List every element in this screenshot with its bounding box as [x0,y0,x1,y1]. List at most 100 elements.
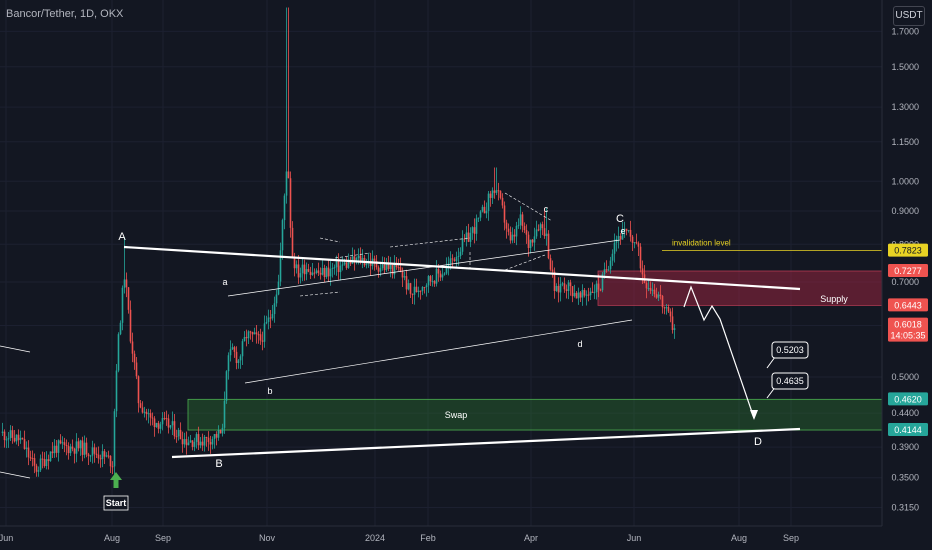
supply-zone [597,270,883,306]
target-pointer [766,356,776,369]
symbol-title[interactable]: Bancor/Tether, 1D, OKX [6,8,124,20]
price-label-down [888,298,928,312]
candle-body [289,178,292,228]
price-tick-label: 1.1500 [891,137,919,147]
wave-label-d: d [577,339,582,349]
candle-body [439,273,442,278]
target-box [771,341,809,359]
swap-label: Swap [445,410,468,420]
candle-body [171,421,174,426]
candle-body [319,272,322,275]
candle-body [185,439,188,446]
price-label-text: 0.4620 [894,394,922,404]
candle-body [475,218,478,234]
candle-body [53,445,56,454]
price-label-text: 0.7823 [894,246,922,256]
candle-body [51,451,54,454]
candle-body [431,281,434,283]
candle-body [517,225,520,227]
candle-body [457,255,460,258]
left-line-1 [0,345,31,353]
candle-body [321,268,324,275]
candle-body [521,214,524,227]
time-tick-label: Jun [627,533,642,543]
candle-body [3,431,6,441]
triangle-line [299,291,341,297]
target-box [771,372,809,390]
candle-body [465,232,468,239]
candle-body [613,242,616,254]
candle-body [399,267,402,272]
price-label-invalidation [888,243,928,257]
candle-body [519,214,522,226]
candle-body [221,427,224,434]
candle-body [281,220,284,251]
candle-body [471,227,474,233]
candle-body [623,228,626,230]
candle-body [417,290,420,293]
candle-body [339,265,342,273]
candle-body [611,253,614,261]
candle-body [637,243,640,247]
projection-arrowhead [750,410,758,420]
candle-body [569,282,572,287]
candle-body [503,205,506,223]
wave-label-B: B [215,458,222,470]
candle-body [267,317,270,322]
candle-body [419,290,422,292]
candle-body [5,439,8,441]
price-tick-label: 0.7000 [891,277,919,287]
supply-label: Supply [820,294,848,304]
candle-body [219,430,222,434]
candle-body [235,351,238,363]
candle-body [59,440,62,444]
candle-body [665,307,668,309]
candle-body [97,454,100,459]
triangle-line [389,237,471,248]
candle-body [115,370,118,412]
candle-body [43,459,46,467]
candle-body [145,411,148,415]
candle-body [105,455,108,457]
candle-body [629,229,632,237]
time-tick-label: Feb [420,533,436,543]
candle-body [273,303,276,315]
wave-label-D: D [754,436,762,448]
wave-label-C: C [616,213,624,225]
candle-body [601,274,604,291]
candle-body [93,447,96,454]
candle-body [445,267,448,274]
candle-body [167,418,170,428]
candle-body [83,442,86,455]
candle-body [33,458,36,466]
candle-body [449,258,452,264]
candle-body [617,236,620,239]
candle-body [461,238,464,252]
candle-body [25,447,28,449]
wave-label-e: e [620,226,625,236]
candle-body [149,413,152,418]
candle-body [483,206,486,214]
candle-body [57,440,60,453]
time-tick-label: Aug [731,533,747,543]
price-label-up [888,392,928,406]
price-tick-label: 0.9000 [891,206,919,216]
candle-body [353,256,356,262]
candle-body [345,262,348,268]
candle-body [327,267,330,277]
currency-button[interactable]: USDT [893,6,925,26]
price-tick-label: 1.5000 [891,62,919,72]
candle-body [175,436,178,438]
candle-body [101,451,104,460]
candle-body [633,242,636,244]
candle-body [513,234,516,237]
candle-body [177,429,180,437]
candle-body [649,288,652,291]
candle-body [585,294,588,296]
candle-body [87,454,90,456]
candle-body [459,251,462,256]
candle-body [641,268,644,275]
candle-body [271,314,274,319]
